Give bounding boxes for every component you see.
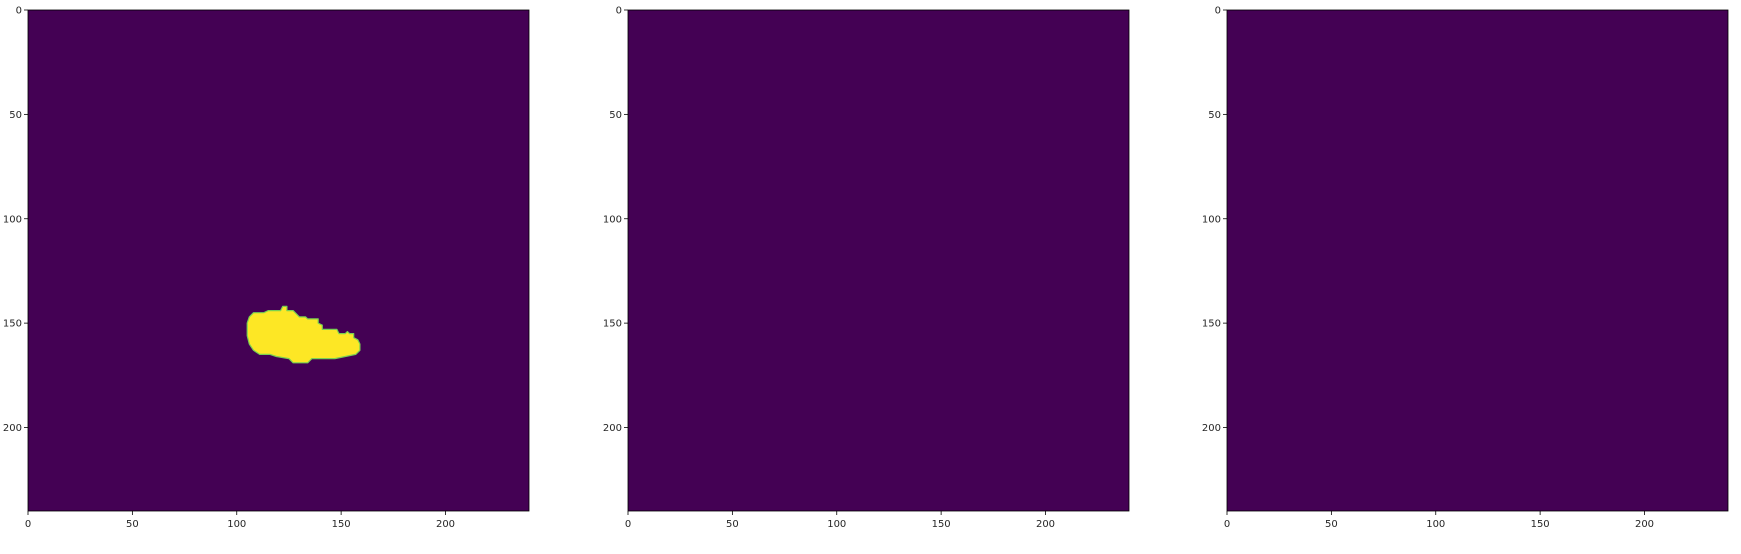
x-tick-label: 100 bbox=[227, 519, 246, 530]
y-tick-label: 100 bbox=[603, 214, 622, 225]
x-tick-label: 200 bbox=[436, 519, 455, 530]
y-tick-label: 50 bbox=[609, 110, 622, 121]
x-tick-label: 100 bbox=[827, 519, 846, 530]
y-tick-label: 0 bbox=[1215, 6, 1221, 17]
y-tick-label: 100 bbox=[3, 214, 22, 225]
image-panel-3: 0 50 100 150 200 0 50 100 150 200 bbox=[1202, 6, 1729, 530]
image-panel-2: 0 50 100 150 200 0 50 100 150 200 bbox=[603, 6, 1130, 530]
axes-frame bbox=[627, 9, 1130, 512]
x-tick-label: 0 bbox=[25, 519, 31, 530]
y-tick-label: 50 bbox=[1208, 110, 1221, 121]
y-tick-label: 100 bbox=[1202, 214, 1221, 225]
mask-region bbox=[246, 305, 361, 364]
y-tick-label: 0 bbox=[616, 6, 622, 17]
y-tick-label: 150 bbox=[1202, 319, 1221, 330]
mask-background bbox=[628, 10, 1129, 511]
x-tick-label: 200 bbox=[1635, 519, 1654, 530]
x-tick-label: 50 bbox=[1325, 519, 1338, 530]
mask-background bbox=[1227, 10, 1728, 511]
x-tick-label: 50 bbox=[726, 519, 739, 530]
x-tick-label: 150 bbox=[932, 519, 951, 530]
x-tick-label: 0 bbox=[1224, 519, 1230, 530]
x-tick-label: 0 bbox=[625, 519, 631, 530]
y-tick-label: 200 bbox=[603, 423, 622, 434]
y-tick-label: 200 bbox=[3, 423, 22, 434]
x-tick-label: 200 bbox=[1036, 519, 1055, 530]
x-tick-label: 150 bbox=[332, 519, 351, 530]
x-tick-label: 150 bbox=[1531, 519, 1550, 530]
y-tick-label: 0 bbox=[16, 6, 22, 17]
x-tick-label: 100 bbox=[1426, 519, 1445, 530]
y-tick-label: 150 bbox=[603, 319, 622, 330]
y-tick-label: 200 bbox=[1202, 423, 1221, 434]
mask-background bbox=[28, 10, 529, 511]
y-tick-label: 150 bbox=[3, 319, 22, 330]
y-tick-label: 50 bbox=[9, 110, 22, 121]
axes-frame bbox=[27, 9, 530, 512]
x-tick-label: 50 bbox=[126, 519, 139, 530]
axes-frame bbox=[1226, 9, 1729, 512]
image-panel-1: 0 50 100 150 200 0 50 100 150 200 bbox=[3, 6, 530, 530]
